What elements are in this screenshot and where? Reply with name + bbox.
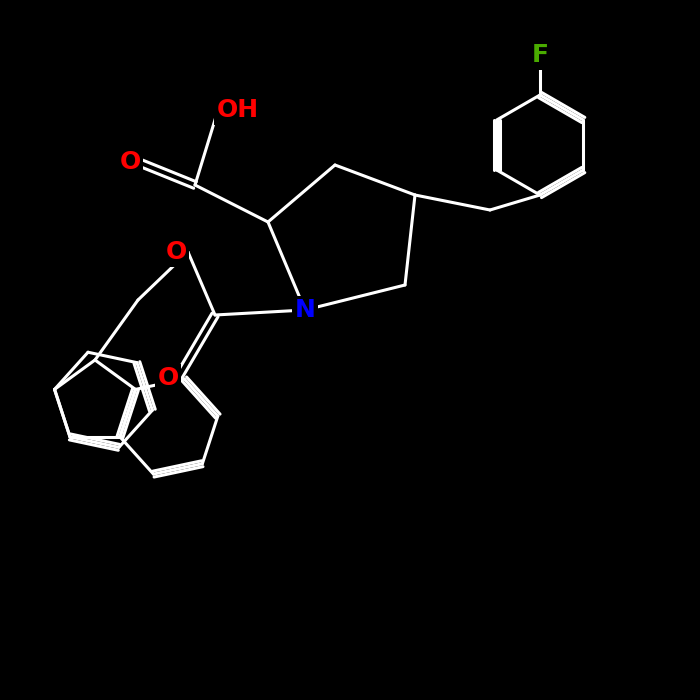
Text: OH: OH [217, 98, 259, 122]
Text: O: O [158, 366, 178, 390]
Text: F: F [531, 43, 549, 67]
Text: N: N [295, 298, 316, 322]
Text: O: O [165, 240, 187, 264]
Text: O: O [120, 150, 141, 174]
